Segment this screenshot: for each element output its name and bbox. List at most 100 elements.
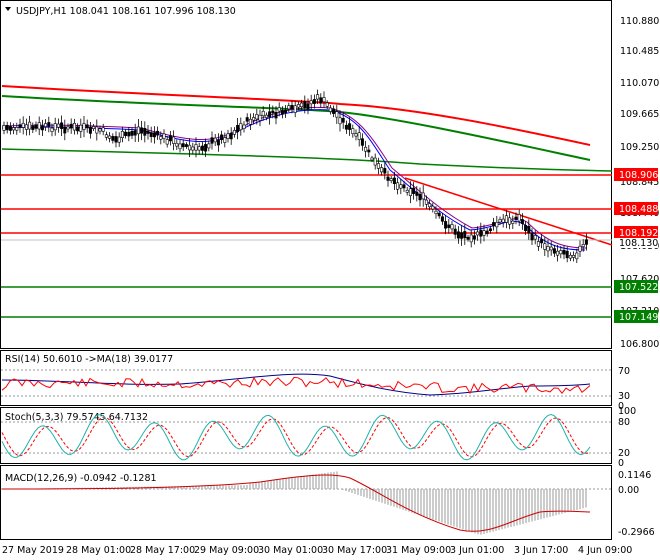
candle-body <box>124 131 128 136</box>
candle-body <box>575 252 579 260</box>
candle-body <box>287 105 291 110</box>
candle-body <box>220 134 224 141</box>
candle-body <box>344 124 348 130</box>
candle-body <box>72 122 76 131</box>
candle-body <box>565 250 569 259</box>
candle-body <box>60 122 64 129</box>
candle-body <box>264 114 268 118</box>
candle-body <box>581 244 585 247</box>
chart-title: USDJPY,H1 108.041 108.161 107.996 108.13… <box>16 6 236 17</box>
candle-body <box>492 222 496 227</box>
candle-body <box>415 191 419 196</box>
candle-body <box>165 139 169 145</box>
candle-body <box>280 110 284 115</box>
candle-body <box>143 128 147 136</box>
price-tick: 109.250 <box>620 142 659 153</box>
candle-body <box>437 212 441 217</box>
candle-body <box>572 255 576 258</box>
candle-body <box>488 228 492 232</box>
current-price-label: 108.130 <box>619 238 658 249</box>
candle-body <box>98 128 102 132</box>
candle-body <box>76 126 80 132</box>
candle-body <box>34 124 38 129</box>
rsi-tick: 0 <box>618 401 624 412</box>
level-badge-label: 107.149 <box>619 312 658 323</box>
candle-body <box>431 205 435 210</box>
candle-body <box>514 216 518 220</box>
trend-line-green <box>1 148 613 172</box>
candle-body <box>63 126 67 134</box>
candle-body <box>284 109 288 114</box>
candle-body <box>524 224 528 232</box>
candle-body <box>146 130 150 134</box>
candle-body <box>463 231 467 239</box>
level-badge-label: 108.906 <box>619 170 658 181</box>
candle-body <box>546 246 550 252</box>
candle-body <box>223 137 227 143</box>
candle-body <box>322 97 326 103</box>
candle-body <box>248 118 252 125</box>
chart-menu-arrow-icon[interactable] <box>5 7 11 11</box>
candle-body <box>306 103 310 110</box>
candle-body <box>216 139 220 146</box>
candle-body <box>456 231 460 239</box>
candle-body <box>527 225 531 234</box>
candle-body <box>236 124 240 133</box>
candle-body <box>562 249 566 255</box>
candle-body <box>421 192 425 200</box>
candle-body <box>338 117 342 125</box>
stoch-panel[interactable] <box>0 407 612 464</box>
candle-body <box>226 133 230 139</box>
candle-body <box>133 130 137 136</box>
candle-body <box>364 146 368 152</box>
candle-body <box>127 131 131 137</box>
candle-body <box>204 144 208 152</box>
candle-body <box>447 224 451 228</box>
candle-body <box>469 234 473 243</box>
candle-body <box>44 123 48 127</box>
price-tick: 107.620 <box>620 274 659 285</box>
candle-body <box>56 123 60 128</box>
candle-body <box>117 136 121 143</box>
candle-body <box>293 105 297 113</box>
candle-body <box>367 149 371 153</box>
candle-body <box>424 199 428 205</box>
stoch-tick: 20 <box>618 448 630 459</box>
candle-body <box>191 146 195 151</box>
candle-body <box>540 239 544 244</box>
price-tick: 108.845 <box>620 177 659 188</box>
macd-tick: 0.00 <box>618 485 639 496</box>
candle-body <box>290 104 294 109</box>
macd-histogram <box>3 471 587 535</box>
candle-body <box>501 218 505 223</box>
candle-body <box>357 132 361 140</box>
stoch-title: Stoch(5,3,3) 79.5745 64.7132 <box>5 412 148 423</box>
candle-body <box>300 102 304 107</box>
candle-body <box>5 125 9 131</box>
candle-body <box>482 230 486 236</box>
rsi-tick: 30 <box>618 391 630 402</box>
candle-body <box>341 118 345 123</box>
candle-body <box>556 250 560 256</box>
candle-body <box>309 100 313 105</box>
candle-body <box>485 230 489 235</box>
candle-body <box>172 136 176 144</box>
candle-body <box>348 123 352 130</box>
time-tick: 30 May 01:00 <box>258 545 323 556</box>
candle-body <box>504 215 508 223</box>
candle-body <box>85 124 89 128</box>
candle-body <box>466 236 470 240</box>
candle-body <box>239 123 243 131</box>
candle-body <box>111 136 115 141</box>
stoch-tick: 80 <box>618 417 630 428</box>
candle-body <box>543 243 547 250</box>
candle-body <box>312 99 316 104</box>
candle-body <box>156 130 160 136</box>
candle-body <box>162 133 166 139</box>
level-badges: 108.906 108.488 108.192 108.130 107.522 … <box>614 168 658 323</box>
candle-body <box>533 235 537 240</box>
candle-body <box>207 143 211 149</box>
macd-panel[interactable] <box>0 465 612 540</box>
candle-body <box>383 168 387 174</box>
